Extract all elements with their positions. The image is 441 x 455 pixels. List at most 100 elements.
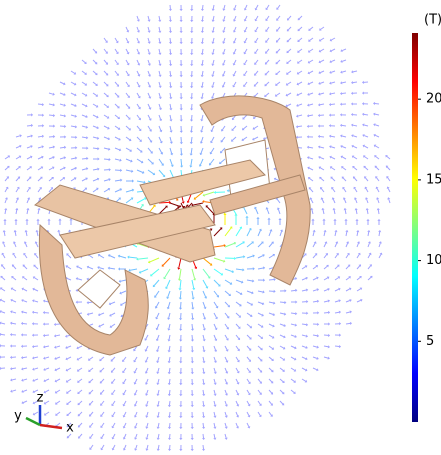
field-arrow: [12, 390, 16, 391]
field-arrow: [104, 159, 109, 160]
field-arrow-head: [180, 142, 183, 144]
field-arrow: [379, 232, 380, 236]
field-arrow: [90, 401, 93, 404]
field-arrow: [269, 346, 272, 348]
field-arrow-head: [179, 318, 182, 320]
field-arrow: [191, 159, 192, 166]
field-arrow: [113, 423, 115, 427]
field-arrow: [346, 254, 348, 258]
field-arrow: [224, 38, 225, 42]
field-arrow: [191, 137, 192, 142]
field-arrow-head: [295, 289, 297, 292]
field-arrow: [291, 357, 295, 359]
field-arrow: [35, 255, 38, 258]
field-arrow: [93, 60, 96, 63]
field-arrow: [387, 167, 390, 170]
field-arrow-head: [158, 31, 161, 33]
field-arrow: [225, 346, 227, 350]
field-arrow: [126, 38, 128, 42]
field-arrow: [202, 82, 203, 86]
field-arrow-head: [351, 113, 353, 116]
field-arrow: [245, 60, 247, 64]
field-arrow: [82, 60, 85, 63]
field-arrow: [192, 313, 193, 318]
field-arrow: [102, 445, 104, 448]
field-arrow-head: [109, 158, 111, 161]
field-arrow-head: [0, 344, 1, 347]
field-arrow: [225, 379, 227, 383]
field-arrow-head: [201, 20, 204, 22]
field-arrow: [138, 258, 148, 259]
field-arrow: [71, 158, 75, 159]
field-arrow: [135, 412, 137, 416]
field-arrow: [368, 266, 371, 269]
field-arrow: [154, 280, 159, 286]
field-arrow: [375, 146, 379, 148]
field-arrow-head: [201, 75, 204, 77]
field-arrow: [214, 368, 215, 372]
field-arrow: [291, 379, 294, 381]
field-arrow: [68, 412, 71, 415]
field-arrow: [12, 312, 16, 313]
field-arrow: [299, 16, 302, 19]
field-arrow: [345, 210, 346, 214]
field-arrow: [267, 16, 269, 19]
field-arrow: [223, 82, 225, 86]
field-arrow: [302, 357, 306, 359]
field-arrow: [210, 159, 214, 164]
field-arrow: [27, 168, 30, 170]
field-arrow: [313, 346, 317, 347]
field-arrow: [121, 291, 126, 293]
field-arrow: [288, 49, 291, 52]
field-arrow: [377, 178, 379, 181]
field-arrow: [137, 159, 142, 162]
field-arrow: [302, 267, 306, 269]
field-arrow: [93, 126, 97, 128]
field-arrow: [34, 312, 38, 313]
field-arrow: [375, 125, 379, 126]
field-arrow: [357, 266, 360, 269]
field-arrow: [302, 324, 306, 325]
field-arrow: [90, 379, 93, 382]
field-arrow: [356, 210, 357, 214]
field-arrow: [335, 255, 337, 258]
field-arrow: [136, 434, 137, 438]
field-arrow: [113, 412, 115, 416]
field-arrow: [389, 199, 390, 203]
field-arrow: [225, 434, 226, 438]
field-arrow-head: [202, 394, 205, 396]
field-arrow: [313, 266, 316, 269]
field-arrow: [357, 300, 361, 302]
field-arrow: [236, 368, 238, 372]
field-arrow-head: [127, 256, 129, 259]
field-arrow-head: [212, 20, 215, 22]
field-arrow: [78, 279, 82, 280]
field-arrow: [102, 434, 104, 437]
colorbar-tick-label: 20: [426, 92, 441, 107]
field-arrow-head: [227, 189, 229, 192]
field-arrow-head: [284, 289, 286, 292]
field-arrow-head: [306, 323, 308, 326]
field-arrow-head: [202, 449, 205, 451]
field-arrow: [203, 324, 204, 329]
field-arrow: [225, 324, 228, 328]
field-arrow: [181, 159, 182, 166]
field-arrow: [214, 291, 218, 296]
field-arrow: [203, 401, 204, 405]
field-arrow: [309, 147, 313, 148]
field-arrow-head: [180, 20, 183, 22]
field-arrow: [258, 346, 261, 349]
field-arrow: [236, 280, 242, 282]
field-arrow: [78, 267, 82, 269]
colorbar: [412, 33, 418, 422]
field-arrow: [221, 148, 225, 152]
field-arrow: [245, 49, 247, 53]
field-arrow: [136, 445, 137, 449]
field-arrow: [224, 27, 225, 31]
field-arrow: [267, 5, 269, 8]
field-arrow: [147, 379, 148, 383]
field-arrow: [71, 71, 74, 73]
field-arrow: [225, 228, 231, 236]
field-arrow: [298, 104, 302, 105]
field-arrow-head: [0, 356, 1, 359]
